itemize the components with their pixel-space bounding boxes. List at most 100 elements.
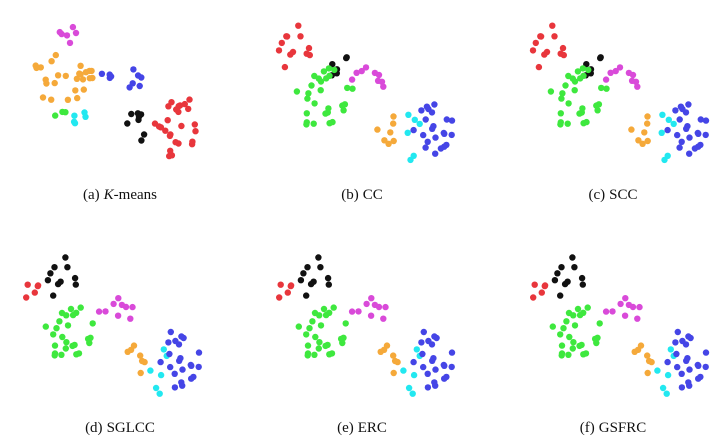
dot: [571, 78, 579, 85]
dot: [51, 264, 58, 271]
dot: [419, 350, 426, 358]
dot: [353, 69, 360, 76]
caption-name: SGLCC: [107, 420, 155, 436]
dot: [195, 363, 202, 371]
dot: [603, 85, 610, 92]
dot: [645, 357, 653, 365]
caption-label: (a): [83, 187, 100, 203]
dot: [283, 33, 291, 40]
dot: [69, 23, 77, 31]
dot: [75, 350, 83, 357]
dot: [410, 371, 418, 379]
dot: [628, 77, 636, 85]
dot: [50, 292, 57, 299]
caption: (e) ERC: [337, 420, 387, 436]
dot: [137, 352, 144, 359]
caption: (c) SCC: [588, 187, 637, 203]
dot: [423, 103, 431, 110]
dot: [167, 328, 174, 336]
dot: [303, 110, 310, 117]
dot: [679, 337, 686, 345]
dot: [431, 333, 438, 340]
dot: [554, 270, 561, 277]
dot: [676, 116, 683, 123]
dot: [390, 352, 397, 359]
dot: [686, 366, 693, 373]
dot: [413, 346, 420, 353]
dot: [570, 312, 577, 319]
dot: [24, 281, 31, 288]
dot: [98, 70, 106, 77]
dot: [134, 72, 142, 79]
dot: [173, 106, 180, 113]
dot: [677, 103, 685, 110]
dot: [429, 357, 436, 364]
dot: [305, 44, 313, 52]
dot: [118, 301, 126, 309]
dot: [310, 120, 317, 127]
dot: [278, 39, 285, 47]
dot: [702, 349, 710, 356]
caption-label: (e): [337, 420, 354, 436]
dot: [691, 145, 699, 152]
dot: [51, 342, 59, 349]
dot: [287, 51, 294, 58]
dot: [124, 120, 131, 127]
dot: [72, 29, 80, 37]
dot: [305, 90, 312, 97]
dot: [44, 277, 52, 284]
dot: [72, 281, 79, 288]
dot: [69, 311, 77, 319]
dot: [162, 127, 169, 134]
dot: [171, 384, 179, 391]
dot: [537, 33, 545, 40]
dot: [325, 281, 332, 288]
dot: [585, 66, 592, 74]
dot: [551, 33, 558, 40]
dot: [625, 69, 633, 77]
dot: [276, 294, 283, 301]
dot: [166, 350, 173, 358]
dot: [363, 300, 370, 308]
dot: [674, 328, 681, 336]
dot: [382, 303, 389, 311]
caption-name: CC: [363, 187, 383, 203]
dot: [569, 254, 576, 261]
dot: [23, 294, 30, 301]
dot: [172, 139, 179, 146]
dot: [562, 82, 569, 89]
dot: [71, 274, 79, 282]
dot: [277, 281, 284, 288]
dot: [128, 110, 135, 118]
dot: [77, 62, 84, 69]
dot: [137, 369, 144, 377]
dot: [51, 79, 58, 87]
dot: [695, 375, 702, 382]
dot: [79, 76, 87, 83]
dot: [659, 384, 667, 392]
dot: [529, 47, 537, 54]
dot: [74, 94, 81, 102]
dot: [557, 331, 564, 338]
dot: [564, 120, 571, 127]
dot: [558, 95, 565, 102]
dot: [576, 311, 584, 319]
dot: [424, 384, 432, 391]
caption-name: GSFRC: [599, 420, 647, 436]
dot: [635, 137, 642, 144]
dot: [138, 137, 145, 144]
dot: [686, 134, 693, 141]
dot: [547, 88, 555, 95]
dot: [43, 80, 50, 87]
dot: [383, 342, 391, 349]
dot: [315, 345, 322, 352]
dot: [189, 138, 196, 145]
dot: [304, 342, 312, 349]
dot: [541, 51, 548, 58]
dot: [432, 366, 439, 373]
dot: [297, 33, 304, 40]
dot: [77, 304, 84, 311]
dot: [448, 117, 456, 124]
dot: [381, 137, 388, 144]
dot: [448, 131, 455, 139]
